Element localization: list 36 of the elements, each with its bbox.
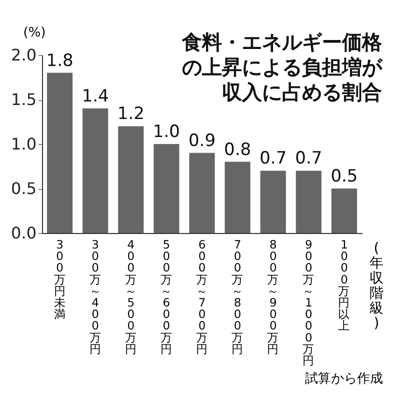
bar — [296, 170, 322, 233]
y-tick-label: 2.0 — [11, 46, 36, 64]
bar — [154, 144, 180, 233]
y-tick-label: 1.5 — [11, 90, 36, 109]
category-label: 900万～1000万円 — [302, 238, 315, 368]
x-tick-label: 1000万円以上 — [338, 238, 350, 333]
y-tick-label: 0.0 — [11, 224, 36, 242]
data-label: 0.7 — [260, 148, 287, 169]
bar — [118, 126, 144, 233]
x-axis-title: (年収階級) — [370, 240, 384, 332]
category-label: 600万～700万円 — [196, 238, 208, 356]
bar — [224, 162, 250, 233]
data-label: 0.5 — [330, 166, 358, 186]
text: 試算から作成 — [305, 372, 383, 386]
bar — [331, 188, 358, 233]
category-label: 300万～400万円 — [89, 238, 102, 356]
chart-title: 食料・エネルギー価格の上昇による負担増が収入に占める割合 — [181, 30, 383, 104]
data-label: 0.9 — [188, 130, 216, 151]
data-label: 1.0 — [152, 122, 180, 142]
y-tick-label: 1.0 — [11, 134, 36, 154]
data-label: 1.2 — [117, 104, 144, 124]
data-label: 0.8 — [224, 140, 252, 160]
data-label: 1.4 — [82, 86, 109, 106]
y-tick-label: 0.5 — [11, 179, 36, 198]
data-label: 0.7 — [295, 148, 322, 169]
category-label: 800万～900万円 — [267, 238, 280, 356]
data-label: 1.8 — [46, 50, 74, 71]
category-label: 400万～500万円 — [124, 238, 137, 356]
category-label: 500万～600万円 — [160, 238, 172, 356]
x-tick-label: 300万円未満 — [54, 238, 66, 322]
bar — [82, 108, 108, 233]
bar — [189, 152, 215, 233]
category-label: 700万～800万円 — [232, 238, 244, 356]
bar — [46, 72, 73, 233]
y-axis-title: (%) — [23, 26, 46, 40]
bar — [260, 170, 286, 233]
